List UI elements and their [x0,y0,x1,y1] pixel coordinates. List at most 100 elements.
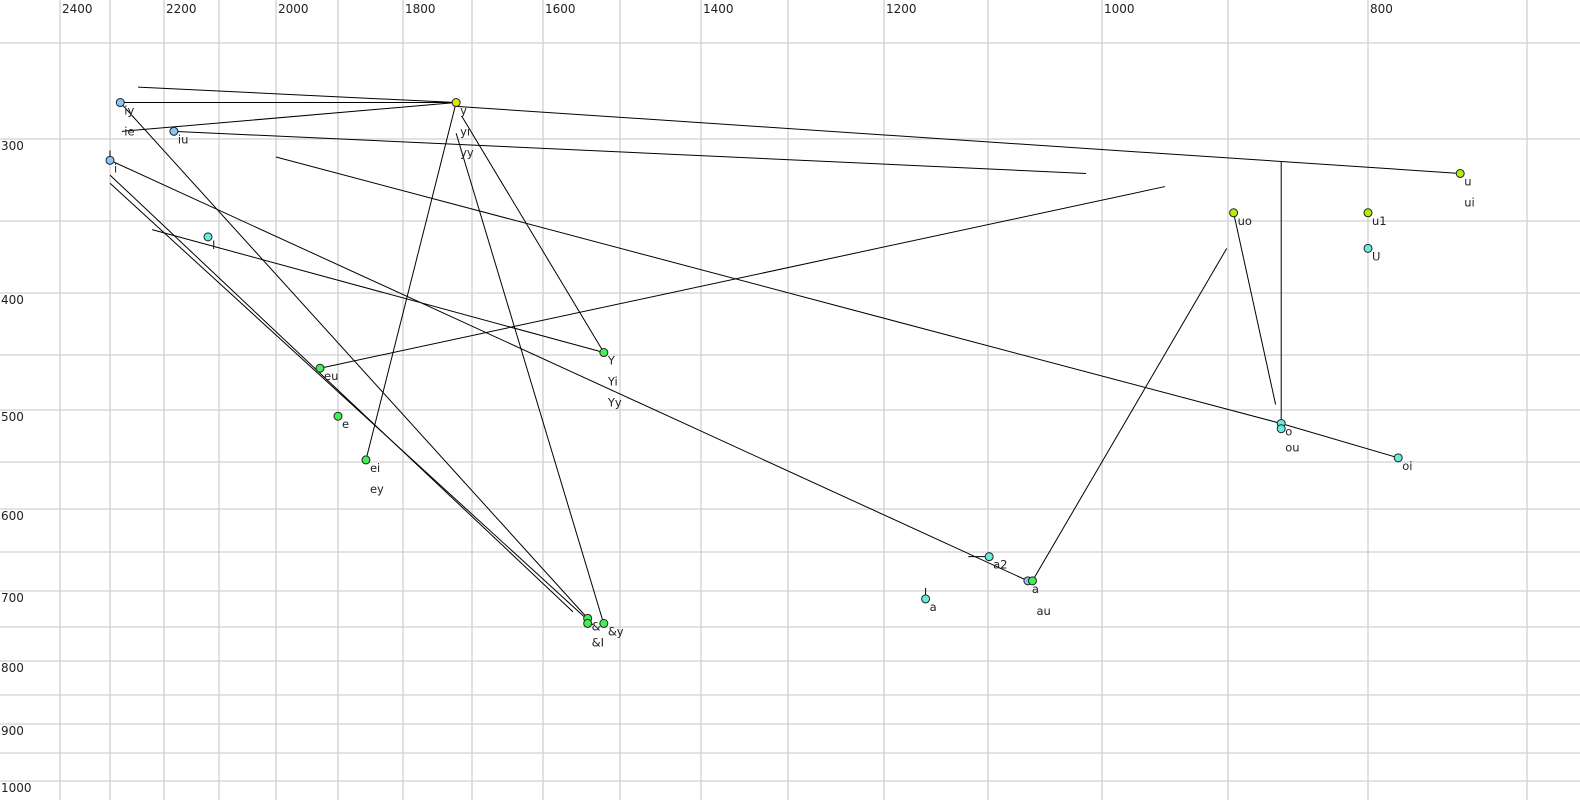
point-marker [1455,168,1465,178]
point-label: u [1464,174,1471,188]
vowel-point-I: I [203,232,215,252]
point-label: eu [324,369,338,383]
y-tick-label: 500 [1,410,24,424]
formant-trajectory [109,174,574,613]
point-label: o [1285,425,1292,439]
point-marker [583,618,593,628]
x-axis-tick-labels: 2400 2200 2000 1800 1600 1400 1200 1000 800 [62,2,1393,16]
formant-trajectory [455,133,605,625]
formant-trajectory [109,159,1029,582]
vowel-point-Y: Y Yi Yy [599,348,622,410]
formant-trajectory [275,156,1399,459]
point-label: &I [592,635,604,649]
point-marker [1393,453,1403,463]
point-label: ui [1464,195,1474,209]
point-label: i [114,161,117,175]
vowel-point-u1: u1 [1363,208,1387,228]
point-label: I [212,238,215,252]
x-tick-label: 2200 [166,2,197,16]
formant-trajectory [138,86,457,104]
point-label: Yi [607,375,618,389]
x-tick-label: 2000 [278,2,309,16]
point-label: uo [1238,214,1252,228]
vowel-point-iu: iu [169,126,188,146]
y-tick-label: 700 [1,591,24,605]
point-label: yi [460,125,470,139]
point-label: ie [124,125,134,139]
point-marker [1229,208,1239,218]
point-label: iy [124,104,134,118]
y-tick-label: 800 [1,661,24,675]
point-label: a2 [993,558,1007,572]
point-label: a [1032,582,1039,596]
point-marker [1027,576,1037,586]
vowel-point-oi: oi [1393,453,1412,473]
point-label: y [460,104,467,118]
formant-trajectory [365,102,457,461]
vowel-point-a: a [921,594,937,614]
formant-trajectory [1032,248,1228,582]
formant-trajectory [151,229,604,354]
point-label: &y [608,624,624,638]
formant-trajectory [461,115,605,353]
vowel-point-e: e [333,411,349,431]
formant-trajectory [121,102,457,132]
x-tick-label: 2400 [62,2,93,16]
vowel-point-a2: a2 [984,552,1008,572]
x-tick-label: 1600 [545,2,576,16]
point-label: U [1372,249,1380,263]
vowel-point-ei: ei ey [361,455,384,496]
formant-trajectory [173,130,1087,174]
point-marker [1363,243,1373,253]
point-label: iu [178,132,188,146]
x-tick-label: 1000 [1104,2,1135,16]
formant-trajectory [319,186,1166,369]
y-tick-label: 400 [1,293,24,307]
point-marker [451,98,461,108]
vowel-point-y: y yi yy [451,98,474,160]
point-label: yy [460,146,474,160]
point-marker [984,552,994,562]
x-tick-label: 1800 [405,2,436,16]
point-marker [1363,208,1373,218]
formant-trajectory [109,182,594,626]
point-marker [203,232,213,242]
vowel-point-U: U [1363,243,1380,263]
point-label: e [342,417,349,431]
vowel-point-au: au [1027,576,1051,618]
point-label: u1 [1372,214,1387,228]
x-tick-label: 1200 [886,2,917,16]
point-label: a [930,600,937,614]
point-marker [599,618,609,628]
vowel-point-&I: &I [583,618,604,649]
vowel-point-uo: uo [1229,208,1252,228]
point-marker [169,126,179,136]
point-marker [361,455,371,465]
point-label: oi [1402,459,1412,473]
point-label: ey [370,482,384,496]
point-marker [921,594,931,604]
vowel-point-u: u ui [1455,168,1475,209]
y-tick-label: 1000 [1,781,32,795]
point-marker [105,155,115,165]
point-label: & [592,619,601,633]
point-label: Y [607,354,616,368]
vowel-point-eu: eu [315,363,338,383]
point-marker [599,348,609,358]
formant-trajectory [456,105,1461,174]
vowel-point-i: i [105,155,117,175]
y-axis-tick-labels: 300 400 500 600 700 800 900 1000 [1,139,32,795]
vowel-point-ou: ou [1276,424,1300,455]
x-tick-label: 1400 [703,2,734,16]
y-tick-label: 300 [1,139,24,153]
x-tick-label: 800 [1370,2,1393,16]
y-tick-label: 900 [1,724,24,738]
point-label: ou [1285,441,1299,455]
point-marker [333,411,343,421]
point-label: au [1036,604,1050,618]
formant-trajectory [1233,212,1277,405]
point-label: ei [370,461,380,475]
vowel-point-iy: iy ie [115,98,135,139]
vowel-point-&y: &y [599,618,624,638]
